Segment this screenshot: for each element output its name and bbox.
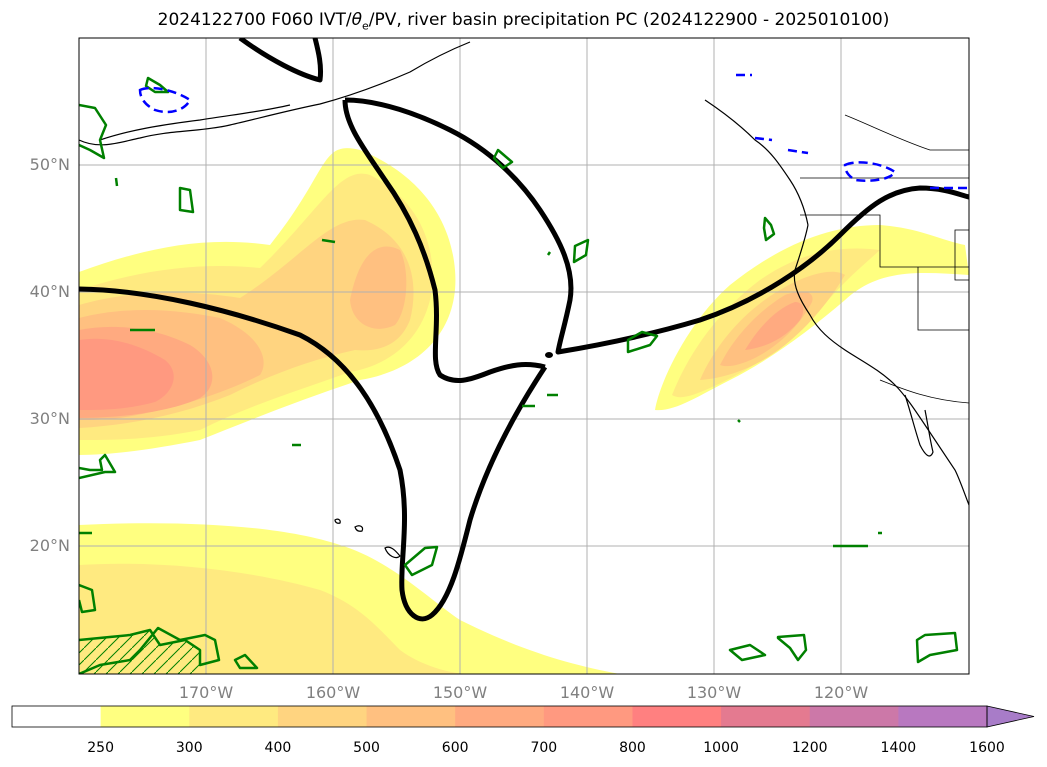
lon-label-150w: 150°W: [432, 683, 488, 702]
lat-label-20: 20°N: [29, 536, 70, 555]
colorbar-tick-label: 1200: [791, 740, 828, 756]
colorbar-segment: [721, 706, 811, 727]
colorbar-tick-label: 800: [619, 740, 646, 756]
hawaii-2: [354, 525, 364, 532]
pv-contours: [138, 73, 969, 190]
colorbar-segment: [632, 706, 722, 727]
lon-label-120w: 120°W: [813, 683, 869, 702]
colorbar-segment: [543, 706, 633, 727]
colorbar-segment: [12, 706, 102, 727]
baja: [904, 394, 934, 457]
colorbar-segment: [809, 706, 899, 727]
lon-label-170w: 170°W: [178, 683, 234, 702]
colorbar-segment: [100, 706, 190, 727]
ivt-contour-loop: [342, 99, 546, 384]
lat-label-50: 50°N: [29, 155, 70, 174]
colorbar-tick-label: 1000: [703, 740, 739, 756]
map-canvas: [78, 37, 970, 675]
colorbar-tick-label: 500: [353, 740, 380, 756]
theta-e-hatch: [79, 630, 200, 674]
lon-label-130w: 130°W: [686, 683, 742, 702]
borders: [800, 114, 969, 404]
alaska-coast: [79, 41, 471, 146]
colorbar-frame: [11, 705, 988, 728]
ivt-contour-north: [344, 97, 969, 355]
hawaii-1: [384, 546, 401, 559]
lon-label-160w: 160°W: [305, 683, 361, 702]
colorbar-tick-label: 700: [530, 740, 558, 756]
canada-coast: [704, 99, 809, 226]
ivt-contours: [79, 38, 969, 622]
colorbar-tick-label: 600: [441, 740, 469, 756]
lat-label-30: 30°N: [29, 409, 70, 428]
ivt-fill-500b: [350, 246, 407, 329]
colorbar-tick-label: 400: [264, 740, 292, 756]
colorbar-segment: [189, 706, 279, 727]
colorbar-segment: [898, 706, 988, 727]
colorbar-tick-label: 1600: [969, 740, 1005, 756]
colorbar-segments: [12, 706, 988, 727]
colorbar-segment: [366, 706, 456, 727]
colorbar-tick-label: 250: [87, 740, 114, 756]
ivt-fill-east-700: [745, 302, 804, 350]
lat-label-40: 40°N: [29, 282, 70, 301]
colorbar-extend-arrow: [986, 705, 1035, 728]
hawaii-3: [334, 518, 341, 524]
ivt-contour-top: [238, 38, 323, 83]
ivt-dot: [545, 352, 553, 358]
map-frame: [78, 37, 970, 675]
colorbar-tick-label: 300: [175, 740, 203, 756]
ivt-contour-west: [79, 286, 548, 622]
colorbar-segment: [455, 706, 545, 727]
map-title: 2024122700 F060 IVT/θe/PV, river basin p…: [157, 10, 890, 33]
aleutian: [99, 104, 291, 141]
colorbar-tick-label: 1400: [880, 740, 917, 756]
colorbar-segment: [277, 706, 368, 727]
lon-label-140w: 140°W: [559, 683, 615, 702]
ivt-fill-800: [79, 338, 174, 410]
